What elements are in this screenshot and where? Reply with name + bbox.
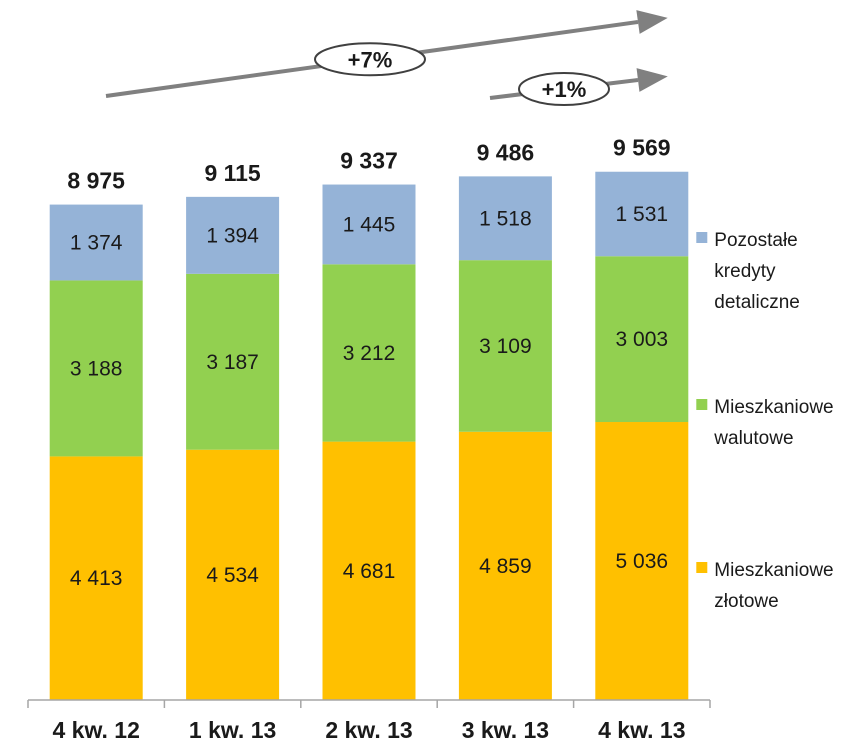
bar-segment (458, 176, 552, 261)
legend-label: kredyty (714, 261, 776, 282)
data-label: 1 394 (206, 224, 259, 247)
data-label: 1 445 (343, 213, 396, 236)
bar-segment (322, 184, 416, 265)
total-label: 9 337 (340, 148, 398, 174)
growth-label: +7% (348, 47, 393, 72)
growth-label: +1% (542, 77, 587, 102)
bar-segment (595, 171, 689, 257)
legend-marker (696, 232, 708, 243)
legend-marker (696, 399, 708, 410)
data-label: 3 188 (70, 357, 123, 380)
x-tick-label: 4 kw. 13 (598, 717, 685, 743)
bar-segment (322, 264, 416, 442)
legend-label: złotowe (714, 591, 778, 612)
total-label: 9 486 (477, 139, 535, 165)
arrow-head-icon (636, 68, 668, 92)
total-label: 8 975 (67, 168, 125, 194)
legend-marker (696, 562, 708, 573)
x-tick-label: 4 kw. 12 (53, 717, 140, 743)
bar-segment (49, 456, 143, 700)
growth-badge (518, 72, 610, 106)
legend-label: Pozostałe (714, 230, 797, 251)
bar-segment (186, 449, 280, 700)
data-label: 1 374 (70, 232, 123, 255)
data-label: 3 212 (343, 342, 396, 365)
bar-segment (49, 280, 143, 457)
legend-label: detaliczne (714, 292, 800, 313)
data-label: 3 003 (616, 328, 669, 351)
data-label: 1 518 (479, 207, 532, 230)
legend-label: Mieszkaniowe (714, 560, 833, 581)
bar-segment (595, 256, 689, 423)
axis-layer: 4 kw. 12 1 kw. 13 2 kw. 13 3 kw. 13 4 kw. 13 (27, 699, 711, 743)
data-label: 1 531 (616, 203, 669, 226)
x-tick-label: 3 kw. 13 (462, 717, 549, 743)
bar-segment (186, 273, 280, 450)
x-tick-label: 1 kw. 13 (189, 717, 276, 743)
bar-segment (49, 204, 143, 281)
data-label: 4 859 (479, 555, 532, 578)
bar-segment (458, 260, 552, 432)
labels-layer: 4 413 3 188 1 374 8 975 4 534 3 187 1 394 9 115… (67, 135, 670, 590)
legend-label: walutowe (713, 428, 793, 449)
bar-segment (186, 196, 280, 274)
data-label: 4 534 (206, 564, 259, 587)
data-label: 4 681 (343, 560, 396, 583)
bar-segment (595, 422, 689, 700)
arrow-head-icon (636, 10, 668, 34)
annotation-layer: +7% +1% (105, 10, 668, 106)
total-label: 9 115 (204, 160, 260, 186)
bar-segment (458, 431, 552, 700)
bar-segment (322, 441, 416, 700)
data-label: 5 036 (616, 550, 669, 573)
total-label: 9 569 (613, 135, 671, 161)
data-label: 4 413 (70, 567, 123, 590)
growth-badge (314, 42, 426, 77)
x-tick-label: 2 kw. 13 (325, 717, 412, 743)
data-label: 3 109 (479, 335, 532, 358)
bars-layer (49, 171, 689, 700)
data-label: 3 187 (206, 351, 259, 374)
legend-label: Mieszkaniowe (714, 397, 833, 418)
legend-layer: Pozostałe kredyty detaliczne Mieszkaniowe wa… (696, 230, 834, 612)
